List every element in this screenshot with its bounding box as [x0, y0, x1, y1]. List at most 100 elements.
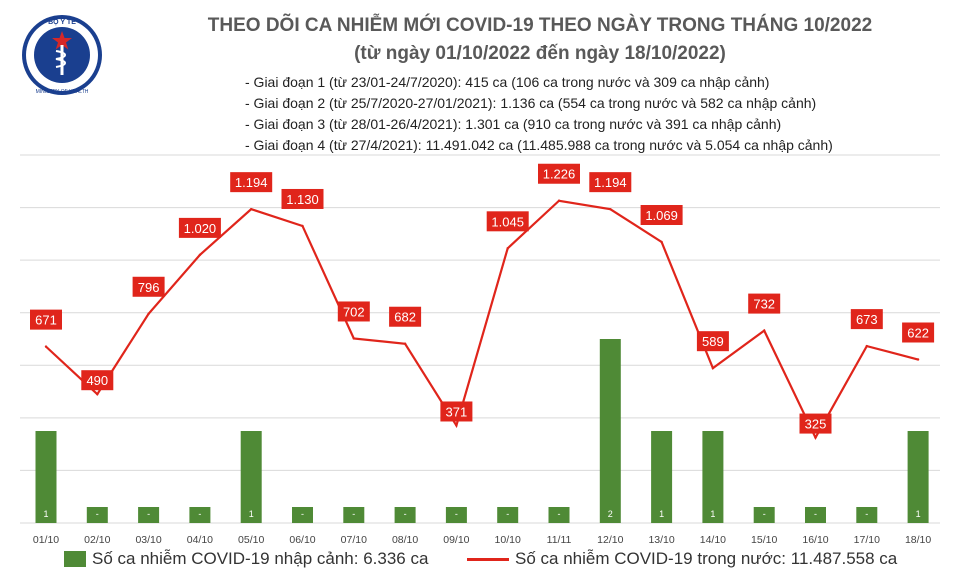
domestic-point [711, 366, 715, 370]
domestic-label-box [230, 172, 273, 193]
domestic-data-label: 490 [86, 373, 108, 388]
domestic-point [198, 253, 202, 257]
import-bar [856, 507, 878, 523]
phase-note-2: - Giai đoạn 2 (từ 25/7/2020-27/01/2021):… [245, 95, 817, 111]
domestic-point [660, 240, 663, 244]
domestic-point [609, 207, 612, 211]
import-bar-label: 1 [710, 509, 715, 519]
domestic-point [557, 199, 561, 202]
domestic-point [301, 224, 304, 228]
import-bar [35, 431, 57, 523]
x-tick-label: 03/10 [135, 534, 161, 546]
legend-line-swatch [467, 557, 509, 561]
x-tick-label: 13/10 [648, 534, 674, 546]
domestic-data-label: 702 [343, 304, 365, 319]
import-bar [292, 507, 313, 523]
domestic-data-label: 1.020 [184, 221, 217, 236]
x-tick-label: 06/10 [289, 534, 315, 546]
domestic-label-box [589, 172, 632, 193]
x-tick-label: 17/10 [854, 534, 880, 546]
import-bar-label: 1 [916, 509, 921, 519]
import-bar-label: - [814, 509, 817, 519]
import-bar-label: - [506, 509, 509, 519]
x-tick-label: 09/10 [443, 534, 469, 546]
x-tick-label: 07/10 [341, 534, 367, 546]
domestic-point [352, 337, 355, 340]
domestic-point [455, 424, 458, 427]
domestic-point [96, 393, 99, 396]
import-bar [702, 431, 724, 523]
domestic-point [865, 344, 868, 348]
chart-subtitle: (từ ngày 01/10/2022 đến ngày 18/10/2022) [354, 43, 726, 64]
import-bar-label: - [763, 509, 766, 519]
x-tick-label: 05/10 [238, 534, 264, 546]
import-bar [805, 507, 826, 523]
import-bar-label: - [455, 509, 458, 519]
domestic-data-label: 682 [394, 310, 416, 325]
import-bar-label: - [352, 509, 355, 519]
domestic-point [250, 207, 253, 211]
domestic-data-label: 589 [702, 334, 724, 349]
import-bar-label: 1 [43, 509, 48, 519]
domestic-data-label: 732 [753, 297, 775, 312]
x-tick-label: 15/10 [751, 534, 777, 546]
import-bar [599, 339, 621, 523]
import-bar-label: 1 [659, 509, 664, 519]
domestic-data-label: 1.045 [491, 214, 524, 229]
import-bar [753, 507, 775, 523]
x-tick-label: 08/10 [392, 534, 418, 546]
domestic-point [506, 247, 509, 250]
import-bar-label: 2 [608, 509, 613, 519]
domestic-label-box [486, 211, 529, 232]
import-bar-label: - [865, 509, 868, 519]
legend-domestic: Số ca nhiễm COVID-19 trong nước: 11.487.… [467, 549, 897, 569]
import-bar-label: - [301, 509, 304, 519]
domestic-point [147, 312, 150, 315]
import-bar-label: - [198, 509, 201, 519]
domestic-data-label: 1.226 [543, 167, 576, 182]
domestic-label-box [132, 276, 165, 297]
x-tick-label: 16/10 [802, 534, 828, 546]
domestic-label-box [178, 217, 221, 238]
domestic-label-box [389, 306, 422, 327]
domestic-data-label: 1.194 [235, 175, 268, 190]
import-bar [497, 507, 519, 523]
domestic-data-label: 1.130 [286, 192, 319, 207]
domestic-point [403, 342, 407, 345]
domestic-label-box [640, 205, 683, 226]
logo-top-text: BỘ Y TẾ [48, 16, 76, 26]
legend-domestic-label: Số ca nhiễm COVID-19 trong nước: 11.487.… [515, 549, 898, 568]
legend-bar-swatch [64, 551, 86, 567]
domestic-point [814, 436, 817, 439]
legend-imported: Số ca nhiễm COVID-19 nhập cảnh: 6.336 ca [64, 549, 428, 569]
import-bar [138, 507, 160, 523]
import-bar [907, 431, 929, 523]
domestic-label-box [538, 163, 580, 184]
import-bar-label: - [404, 509, 407, 519]
import-bar-label: - [96, 509, 99, 519]
import-bar [240, 431, 262, 523]
import-bar-label: 1 [249, 509, 254, 519]
domestic-point [916, 358, 920, 361]
import-bar-label: - [147, 509, 150, 519]
ministry-of-health-logo: BỘ Y TẾ MINISTRY OF HEALTH [20, 13, 104, 97]
x-tick-label: 12/10 [597, 534, 623, 546]
x-tick-label: 14/10 [700, 534, 726, 546]
domestic-label-box [30, 309, 62, 330]
import-bar [189, 507, 211, 523]
phase-note-3: - Giai đoạn 3 (từ 28/01-26/4/2021): 1.30… [245, 116, 782, 132]
domestic-label-box [696, 331, 729, 352]
import-bar [343, 507, 365, 523]
phase-note-4: - Giai đoạn 4 (từ 27/4/2021): 11.491.042… [245, 137, 833, 153]
x-tick-label: 02/10 [84, 534, 110, 546]
logo-bottom-text: MINISTRY OF HEALTH [36, 89, 89, 95]
domestic-label-box [281, 188, 324, 209]
x-tick-label: 11/11 [547, 534, 572, 546]
phase-note-1: - Giai đoạn 1 (từ 23/01-24/7/2020): 415 … [245, 74, 770, 90]
domestic-label-box [799, 413, 832, 434]
domestic-label-box [748, 293, 781, 314]
import-bar [445, 507, 467, 523]
domestic-data-label: 325 [805, 417, 827, 432]
x-tick-label: 18/10 [905, 534, 931, 546]
import-bar [394, 507, 416, 523]
